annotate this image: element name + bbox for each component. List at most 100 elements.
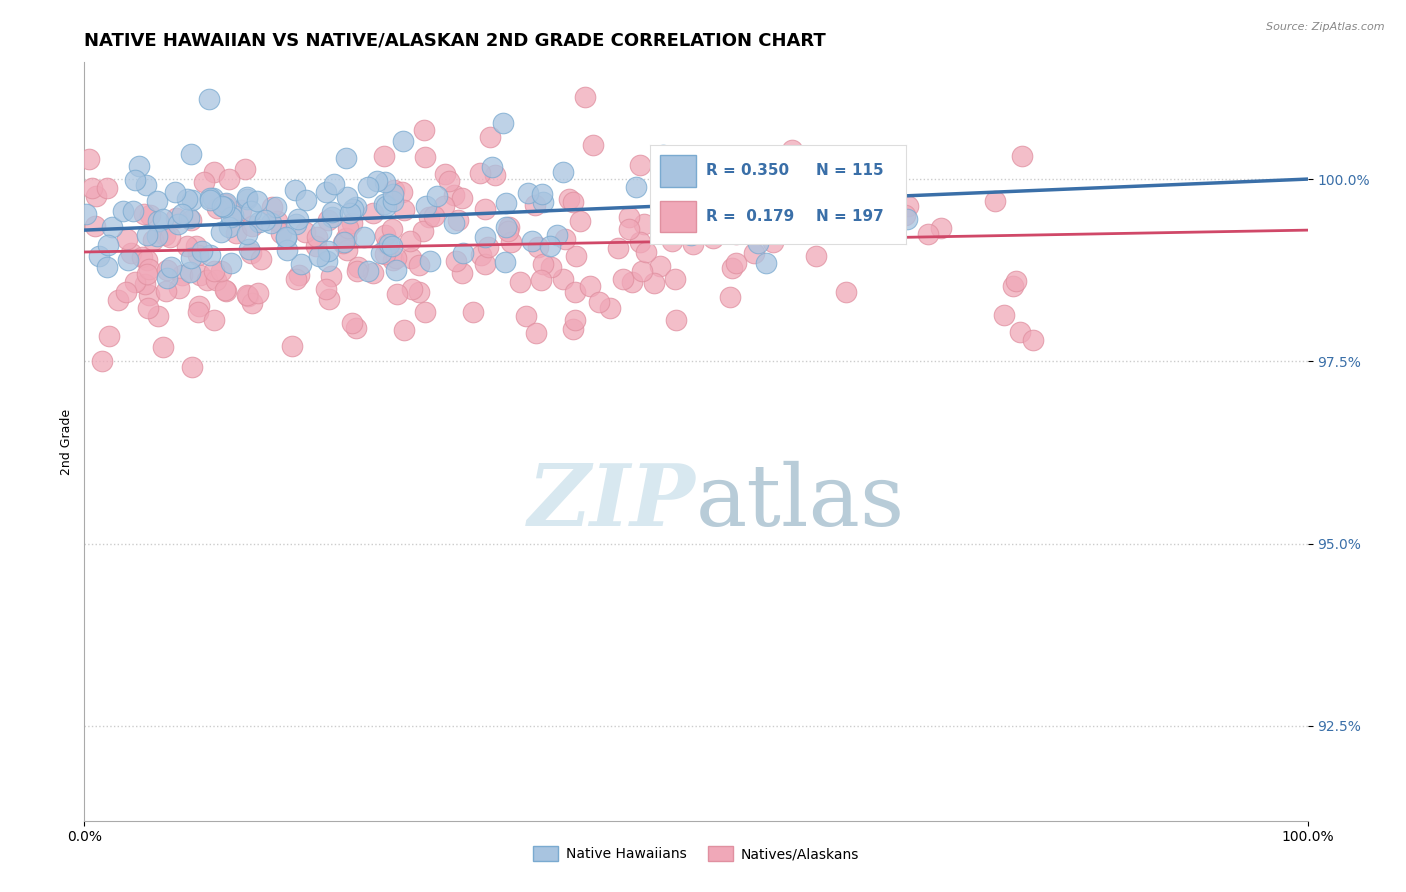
Point xyxy=(201,191,224,205)
Point xyxy=(474,230,496,244)
Point xyxy=(845,178,868,193)
Point xyxy=(631,263,654,277)
Point xyxy=(254,213,277,227)
Point xyxy=(754,206,776,220)
Point xyxy=(418,210,440,224)
Point xyxy=(984,194,1007,209)
Point xyxy=(97,329,120,343)
Point xyxy=(353,230,375,244)
Point xyxy=(568,214,591,228)
Point xyxy=(335,151,357,165)
Point xyxy=(401,282,423,296)
Point xyxy=(725,227,748,242)
Text: ZIP: ZIP xyxy=(529,460,696,544)
Point xyxy=(381,186,404,201)
Point xyxy=(546,228,568,243)
Point xyxy=(80,180,103,194)
Point xyxy=(337,220,360,235)
Point xyxy=(661,234,683,248)
Point xyxy=(682,237,704,252)
Point xyxy=(170,207,193,221)
Point xyxy=(128,159,150,173)
Point xyxy=(392,203,415,218)
Point xyxy=(344,201,367,215)
Point xyxy=(830,212,852,227)
Point xyxy=(515,309,537,323)
Point xyxy=(340,316,363,330)
Point xyxy=(858,220,880,235)
Point xyxy=(391,185,413,199)
Point xyxy=(897,198,920,212)
Point xyxy=(481,160,503,174)
Point xyxy=(153,228,176,243)
Point xyxy=(135,178,157,192)
Point xyxy=(582,137,605,152)
Point xyxy=(387,287,409,301)
Point xyxy=(381,221,404,235)
Point xyxy=(235,288,257,302)
Point xyxy=(152,340,174,354)
Point xyxy=(246,194,269,208)
Point xyxy=(804,249,827,263)
Point xyxy=(433,167,456,181)
Point xyxy=(373,197,395,211)
Point xyxy=(262,200,284,214)
Point xyxy=(780,143,803,157)
Point xyxy=(218,171,240,186)
Point xyxy=(664,272,686,286)
Point xyxy=(484,168,506,182)
Point xyxy=(1002,278,1025,293)
Point xyxy=(121,204,143,219)
Point xyxy=(495,195,517,210)
Point xyxy=(474,257,496,271)
Point xyxy=(408,285,430,300)
Point xyxy=(558,193,581,207)
Point xyxy=(172,268,194,283)
Point xyxy=(336,189,359,203)
Point xyxy=(332,235,354,249)
Point xyxy=(377,237,399,252)
Point xyxy=(669,183,692,197)
Point xyxy=(339,206,361,220)
Point xyxy=(215,284,238,298)
Point xyxy=(652,148,675,162)
Point xyxy=(517,186,540,201)
Point xyxy=(1022,333,1045,347)
FancyBboxPatch shape xyxy=(659,201,696,233)
Point xyxy=(415,150,437,164)
Point xyxy=(451,245,474,260)
Point xyxy=(655,194,678,208)
Point xyxy=(79,152,101,166)
Point xyxy=(606,240,628,254)
Point xyxy=(894,207,917,221)
Point xyxy=(524,326,547,340)
Point xyxy=(742,245,765,260)
Point xyxy=(134,277,156,291)
Point xyxy=(218,219,240,234)
Point xyxy=(527,239,550,253)
Point xyxy=(316,253,339,268)
Point xyxy=(200,191,222,205)
Point xyxy=(599,301,621,315)
Point xyxy=(135,252,157,267)
Point xyxy=(479,130,502,145)
Point xyxy=(917,227,939,241)
Point xyxy=(180,360,202,375)
Point xyxy=(250,252,273,267)
Point xyxy=(718,206,741,220)
Point xyxy=(399,251,422,265)
Point xyxy=(633,217,655,231)
Point xyxy=(413,123,436,137)
Point xyxy=(381,239,404,253)
Point xyxy=(551,272,574,286)
Point xyxy=(214,283,236,297)
Point xyxy=(179,265,201,279)
Point xyxy=(239,246,262,260)
Point xyxy=(309,224,332,238)
Text: Source: ZipAtlas.com: Source: ZipAtlas.com xyxy=(1267,22,1385,32)
Point xyxy=(284,183,307,197)
Point xyxy=(373,149,395,163)
Point xyxy=(477,240,499,254)
Point xyxy=(342,202,364,217)
Point xyxy=(588,294,610,309)
